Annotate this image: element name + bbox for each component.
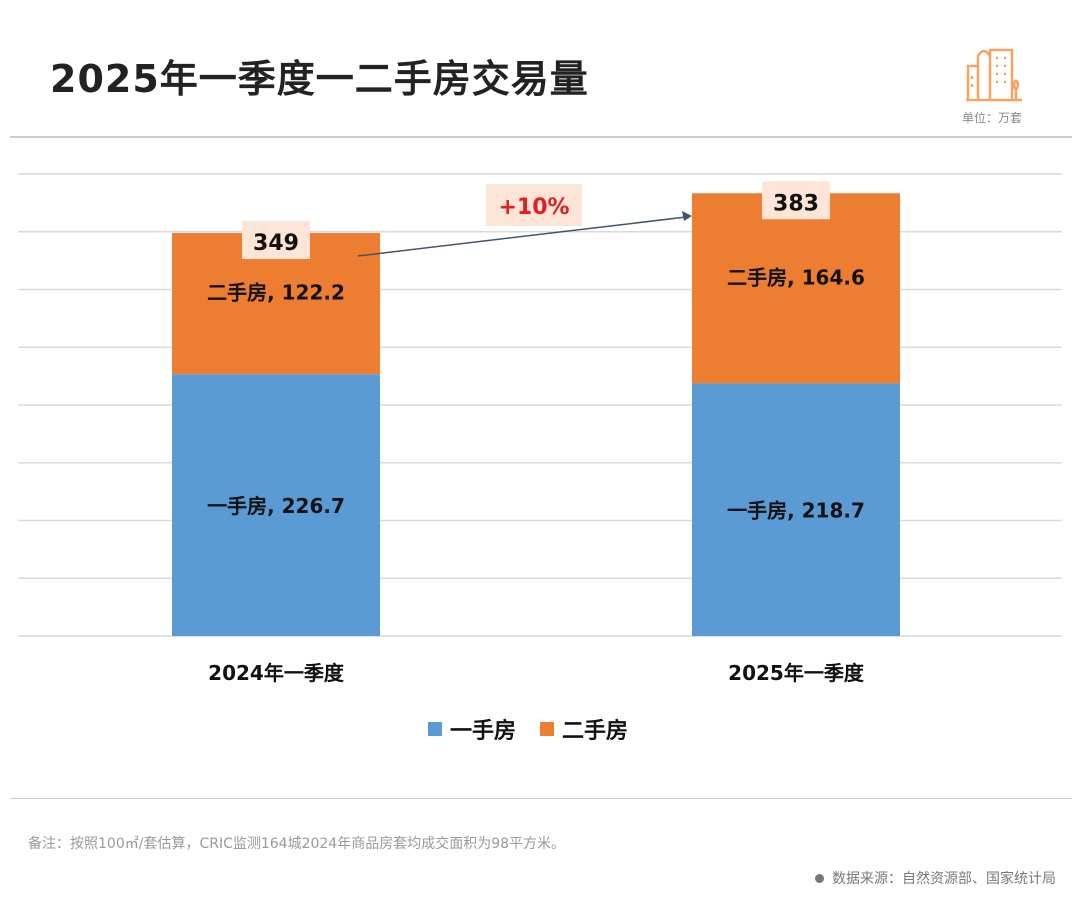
growth-annotation: +10% — [498, 195, 569, 220]
divider — [10, 798, 1072, 799]
data-label: 一手房, 226.7 — [207, 494, 345, 518]
source-text: 数据来源：自然资源部、国家统计局 — [832, 871, 1056, 887]
bar-new-0 — [172, 374, 380, 636]
bar-second-hand-1 — [692, 193, 900, 384]
page-title: 2025年一季度一二手房交易量 — [50, 57, 589, 101]
data-label: 二手房, 122.2 — [207, 281, 345, 305]
total-label: 383 — [773, 191, 819, 216]
source: 数据来源：自然资源部、国家统计局 — [815, 868, 1056, 888]
x-tick-label: 2024年一季度 — [208, 661, 345, 685]
legend-label: 一手房 — [450, 718, 516, 744]
bullet-icon — [815, 874, 824, 883]
annotation-bg — [486, 184, 582, 226]
arrow-head-icon — [682, 211, 692, 221]
legend-swatch — [540, 722, 554, 736]
footnote: 备注：按照100㎡/套估算，CRIC监测164城2024年商品房套均成交面积为9… — [28, 836, 566, 852]
x-tick-label: 2025年一季度 — [728, 661, 865, 685]
total-label: 349 — [253, 231, 299, 256]
data-label: 一手房, 218.7 — [727, 499, 865, 523]
city-buildings-icon — [966, 48, 1022, 102]
bar-new-1 — [692, 383, 900, 636]
legend-swatch — [428, 722, 442, 736]
chart: 一手房, 226.7 二手房, 122.2 349 2024年一季度 一手房, 218.… — [18, 173, 1062, 744]
growth-arrow — [357, 216, 687, 257]
data-label: 二手房, 164.6 — [727, 265, 865, 289]
total-label-bg — [762, 181, 830, 220]
total-label-bg — [242, 221, 310, 260]
unit-label: 单位：万套 — [962, 111, 1023, 125]
divider — [10, 136, 1072, 138]
legend-label: 二手房 — [562, 718, 628, 744]
